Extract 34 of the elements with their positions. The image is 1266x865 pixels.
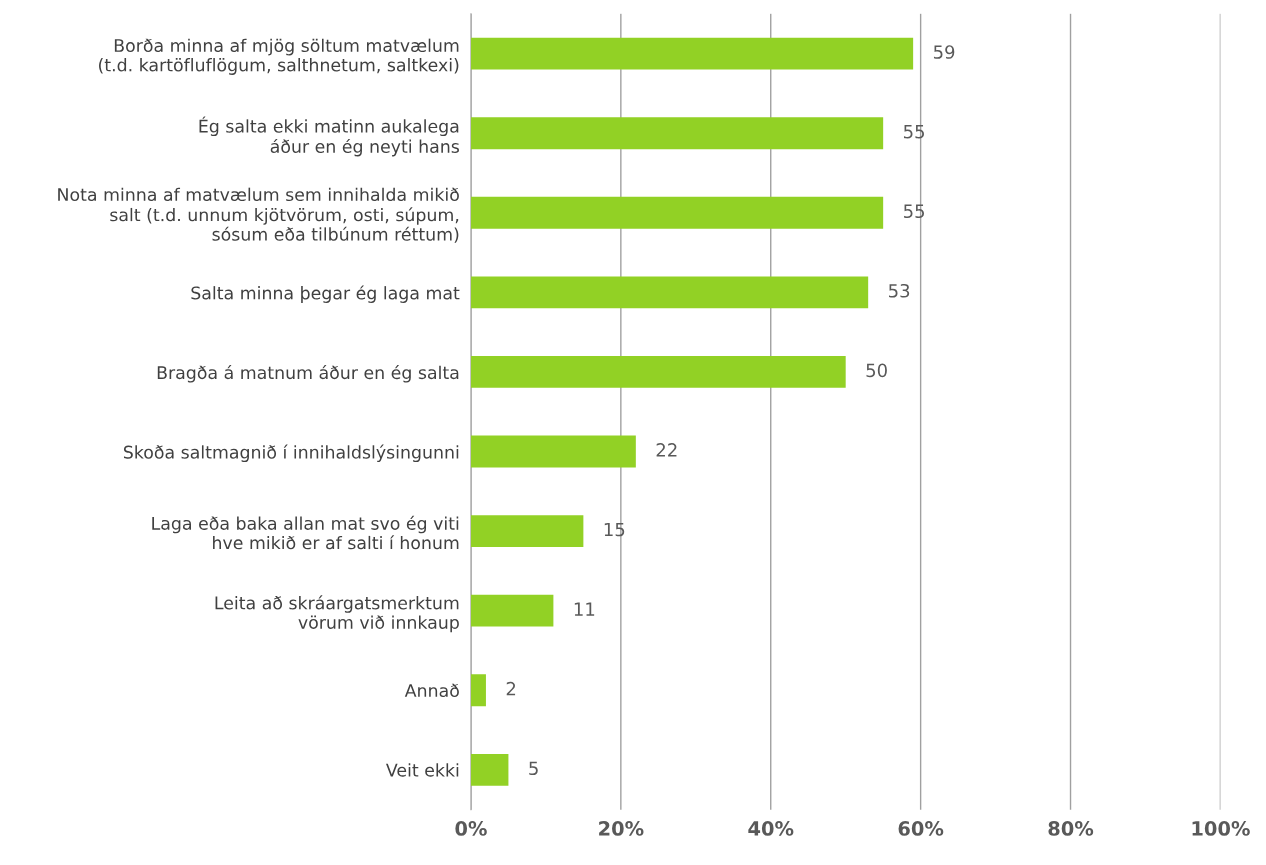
- x-tick-label: 80%: [1048, 821, 1094, 836]
- bar: [470, 276, 869, 309]
- bar: [470, 753, 509, 786]
- y-tick-label: Salta minna þegar ég laga mat: [191, 285, 460, 303]
- y-tick-label: Laga eða baka allan mat svo ég viti hve mikið er af salti í honum: [152, 515, 459, 550]
- bar: [470, 117, 884, 150]
- data-label: 2: [506, 681, 516, 696]
- x-tick-label: 40%: [748, 821, 794, 836]
- y-tick-label: Nota minna af matvælum sem innihalda mikið salt (t.d. unnum kjötvörum, osti, súpum, sósum eða tilbúnum réttum): [58, 187, 459, 243]
- data-label: 15: [604, 522, 625, 537]
- y-tick-label: Skoða saltmagnið í innihaldslýsingunni: [123, 444, 459, 463]
- x-tick-label: 0%: [455, 821, 487, 836]
- bar: [470, 594, 554, 627]
- y-tick-label: Bragða á matnum áður en ég salta: [157, 365, 459, 383]
- y-tick-label: Ég salta ekki matinn aukalega áður en ég neyti hans: [199, 116, 459, 157]
- x-tick-label: 20%: [599, 821, 644, 836]
- x-tick-label: 60%: [898, 821, 944, 836]
- bar: [470, 356, 846, 388]
- y-tick-label: Veit ekki: [386, 763, 459, 777]
- bar: [470, 515, 584, 548]
- data-label: 53: [889, 283, 910, 298]
- data-label: 59: [933, 45, 955, 59]
- bar: [470, 435, 636, 468]
- y-tick-label: Borða minna af mjög söltum matvælum (t.d. kartöfluflögum, salthnetum, saltkexi): [99, 38, 459, 75]
- bar: [470, 196, 884, 229]
- x-tick-label: 100%: [1192, 821, 1250, 836]
- bar: [470, 674, 486, 707]
- data-label: 22: [656, 443, 677, 457]
- data-label: 50: [866, 363, 887, 378]
- y-tick-label: Leita að skráargatsmerktum vörum við innkaup: [215, 595, 459, 633]
- data-label: 5: [529, 761, 538, 776]
- y-tick-label: Annað: [404, 683, 459, 698]
- bar: [470, 37, 914, 70]
- data-label: 11: [574, 602, 595, 616]
